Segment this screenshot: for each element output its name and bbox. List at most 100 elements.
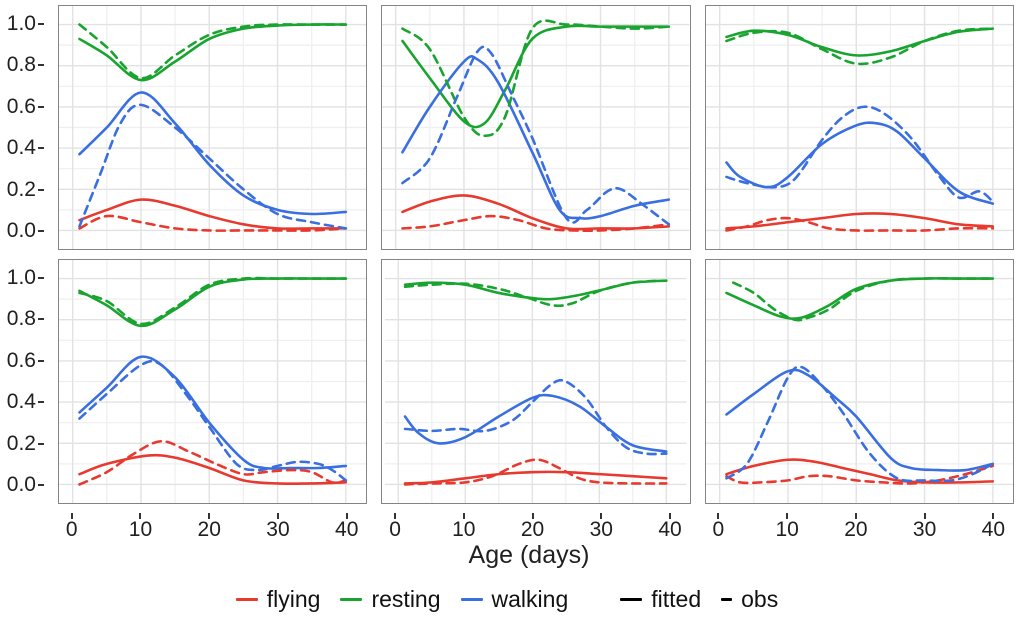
x-tick-label: 20 [520, 518, 545, 541]
facet-panel-r2c1 [58, 259, 368, 504]
y-tick-label: 0.4 [6, 390, 36, 414]
x-tick-mark [531, 513, 534, 519]
flying-fitted-line [404, 470, 668, 485]
x-tick-mark [923, 513, 926, 519]
y-tick-label: 0.8 [6, 307, 36, 331]
x-tick-mark [345, 513, 348, 519]
walking-fitted-line [78, 91, 348, 216]
resting-fitted-line [724, 277, 994, 320]
flying-fitted-line [401, 194, 671, 231]
x-axis-col-2: 0 10 20 30 40 [381, 513, 690, 540]
walking-obs-line [401, 45, 671, 226]
flying-obs-line [78, 214, 348, 232]
x-tick-mark [139, 513, 142, 519]
x-tick-mark [600, 513, 603, 519]
legend-item-walking: walking [460, 585, 569, 613]
legend-label: flying [266, 585, 321, 612]
y-tick-mark [38, 147, 44, 150]
series-lines [78, 276, 348, 486]
y-tick-mark [38, 484, 44, 487]
walking-obs-line [78, 359, 348, 482]
facet-row-1: 1.0 0.8 0.6 0.4 0.2 0.0 [0, 5, 1014, 250]
y-tick-mark [38, 318, 44, 321]
flying-obs-line [724, 216, 994, 232]
x-tick-label: 40 [335, 518, 359, 541]
resting-fitted-line [401, 24, 671, 129]
y-tick-label: 0.0 [6, 219, 36, 243]
gridlines [705, 260, 1013, 503]
facet-panel-r1c3 [704, 5, 1014, 250]
resting-obs-line [78, 276, 348, 326]
y-tick-label: 0.2 [6, 177, 36, 201]
series-lines [401, 19, 671, 233]
facet-panel-r2c2 [381, 259, 691, 504]
y-axis-row-1: 1.0 0.8 0.6 0.4 0.2 0.0 [0, 5, 44, 250]
x-tick-mark [717, 513, 720, 519]
facet-row-2: 1.0 0.8 0.6 0.4 0.2 0.0 [0, 259, 1014, 504]
flying-line-key-icon [235, 597, 258, 601]
x-tick-mark [70, 513, 73, 519]
x-axis-title: Age (days) [468, 541, 590, 569]
x-tick-mark [276, 513, 279, 519]
flying-obs-line [724, 464, 994, 485]
flying-obs-line [401, 214, 671, 233]
series-lines [78, 23, 348, 232]
gridlines [59, 260, 367, 503]
legend-item-flying: flying [235, 585, 321, 613]
x-tick-label: 40 [981, 518, 1006, 541]
y-tick-label: 0.2 [6, 431, 36, 455]
walking-obs-line [724, 105, 994, 203]
y-tick-mark [38, 442, 44, 445]
panel-plot-area [705, 260, 1013, 503]
x-tick-label: 10 [452, 518, 476, 541]
chart-legend: flying resting walking fitted obs [0, 580, 1014, 618]
y-tick-mark [38, 22, 44, 25]
walking-obs-line [404, 378, 668, 456]
x-tick-mark [786, 513, 789, 519]
panel-plot-area [705, 6, 1013, 249]
facet-panel-r1c2 [381, 5, 691, 250]
x-tick-mark [669, 513, 672, 519]
legend-label: resting [371, 585, 441, 612]
x-tick-label: 30 [266, 518, 290, 541]
flying-fitted-line [724, 458, 994, 484]
walking-fitted-line [724, 368, 994, 472]
resting-fitted-line [78, 277, 348, 328]
walking-fitted-line [404, 393, 668, 453]
x-axis-labels: 0 10 20 30 40 0 10 20 30 40 0 10 20 30 40 [0, 513, 1014, 540]
y-tick-label: 0.4 [6, 136, 36, 160]
x-tick-label: 10 [775, 518, 799, 541]
series-lines [724, 277, 994, 485]
resting-obs-line [731, 277, 994, 322]
series-lines [724, 27, 994, 232]
flying-obs-line [404, 458, 668, 486]
x-tick-mark [992, 513, 995, 519]
flying-fitted-line [724, 212, 994, 230]
flying-obs-line [78, 439, 348, 486]
x-tick-mark [208, 513, 211, 519]
walking-fitted-line [78, 355, 348, 470]
x-tick-label: 0 [389, 518, 401, 541]
walking-obs-line [78, 103, 348, 230]
series-lines [404, 279, 668, 486]
x-tick-label: 40 [658, 518, 682, 541]
resting-line-key-icon [340, 597, 363, 601]
x-tick-label: 0 [712, 518, 725, 541]
x-tick-label: 0 [65, 518, 78, 541]
walking-obs-line [724, 365, 994, 483]
y-tick-label: 0.8 [6, 53, 36, 77]
y-axis-row-2: 1.0 0.8 0.6 0.4 0.2 0.0 [0, 259, 44, 504]
legend-label: walking [491, 585, 569, 612]
x-axis-col-1: 0 10 20 30 40 [58, 513, 367, 540]
gridlines [382, 6, 690, 249]
y-tick-label: 0.6 [6, 94, 36, 118]
facet-panel-r2c3 [704, 259, 1014, 504]
y-tick-mark [38, 64, 44, 67]
gridlines [59, 6, 367, 249]
y-tick-mark [38, 359, 44, 362]
y-tick-label: 0.6 [6, 348, 36, 372]
legend-item-obs: obs [721, 586, 778, 613]
x-tick-label: 10 [128, 518, 153, 541]
panel-plot-area [385, 260, 687, 503]
x-tick-mark [394, 513, 397, 519]
